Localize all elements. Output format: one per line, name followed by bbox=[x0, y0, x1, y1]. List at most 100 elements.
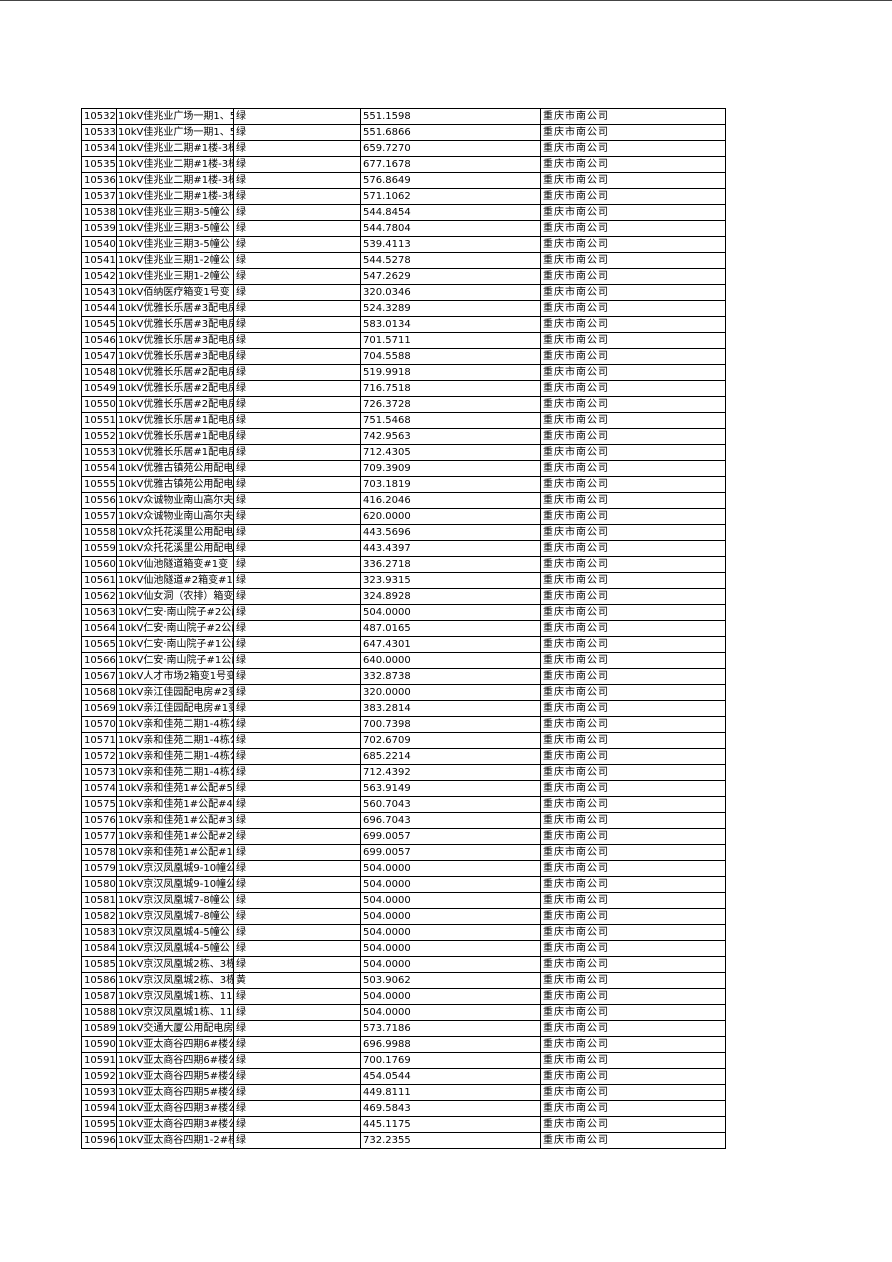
table-row: 10596 10kV亚太商谷四期1-2#楼绿 732.2355 重庆市南公司 bbox=[81, 1132, 726, 1149]
status: 绿 bbox=[233, 236, 361, 253]
device-name: 10kV众诚物业南山高尔夫 bbox=[116, 508, 234, 525]
row-id: 10564 bbox=[81, 620, 117, 637]
device-name: 10kV众托花溪里公用配电 bbox=[116, 540, 234, 557]
value: 699.0057 bbox=[360, 828, 541, 845]
device-name: 10kV亲和佳苑1#公配#5变 bbox=[116, 780, 234, 797]
value: 383.2814 bbox=[360, 700, 541, 717]
value: 640.0000 bbox=[360, 652, 541, 669]
table-row: 10555 10kV优雅古镇苑公用配电绿 703.1819 重庆市南公司 bbox=[81, 476, 726, 493]
status: 绿 bbox=[233, 508, 361, 525]
status: 绿 bbox=[233, 556, 361, 573]
device-name: 10kV佰纳医疗箱变1号变 bbox=[116, 284, 234, 301]
row-id: 10567 bbox=[81, 668, 117, 685]
company: 重庆市南公司 bbox=[540, 828, 726, 845]
table-row: 10556 10kV众诚物业南山高尔夫绿 416.2046 重庆市南公司 bbox=[81, 492, 726, 509]
status: 绿 bbox=[233, 348, 361, 365]
status: 绿 bbox=[233, 764, 361, 781]
status: 绿 bbox=[233, 284, 361, 301]
row-id: 10579 bbox=[81, 860, 117, 877]
company: 重庆市南公司 bbox=[540, 316, 726, 333]
device-name: 10kV亲和佳苑二期1-4栋公 bbox=[116, 748, 234, 765]
status: 绿 bbox=[233, 636, 361, 653]
company: 重庆市南公司 bbox=[540, 1100, 726, 1117]
row-id: 10573 bbox=[81, 764, 117, 781]
status: 绿 bbox=[233, 1036, 361, 1053]
device-name: 10kV佳兆业三期3-5幢公 bbox=[116, 220, 234, 237]
company: 重庆市南公司 bbox=[540, 460, 726, 477]
company: 重庆市南公司 bbox=[540, 476, 726, 493]
device-name: 10kV亲江佳园配电房#1变 bbox=[116, 700, 234, 717]
device-name: 10kV优雅长乐居#3配电房 bbox=[116, 300, 234, 317]
company: 重庆市南公司 bbox=[540, 572, 726, 589]
table-row: 10587 10kV京汉凤凰城1栋、11栋绿 504.0000 重庆市南公司 bbox=[81, 988, 726, 1005]
status: 绿 bbox=[233, 620, 361, 637]
device-name: 10kV京汉凤凰城7-8幢公 bbox=[116, 908, 234, 925]
value: 504.0000 bbox=[360, 924, 541, 941]
company: 重庆市南公司 bbox=[540, 236, 726, 253]
row-id: 10557 bbox=[81, 508, 117, 525]
device-name: 10kV京汉凤凰城9-10幢公 bbox=[116, 860, 234, 877]
table-row: 10581 10kV京汉凤凰城7-8幢公绿 504.0000 重庆市南公司 bbox=[81, 892, 726, 909]
value: 336.2718 bbox=[360, 556, 541, 573]
company: 重庆市南公司 bbox=[540, 1020, 726, 1037]
row-id: 10535 bbox=[81, 156, 117, 173]
table-row: 10584 10kV京汉凤凰城4-5幢公绿 504.0000 重庆市南公司 bbox=[81, 940, 726, 957]
device-name: 10kV京汉凤凰城1栋、11栋 bbox=[116, 1004, 234, 1021]
table-row: 10582 10kV京汉凤凰城7-8幢公绿 504.0000 重庆市南公司 bbox=[81, 908, 726, 925]
company: 重庆市南公司 bbox=[540, 524, 726, 541]
status: 绿 bbox=[233, 940, 361, 957]
status: 绿 bbox=[233, 812, 361, 829]
company: 重庆市南公司 bbox=[540, 860, 726, 877]
device-name: 10kV交通大厦公用配电房 bbox=[116, 1020, 234, 1037]
device-name: 10kV亚太商谷四期6#楼公 bbox=[116, 1052, 234, 1069]
row-id: 10566 bbox=[81, 652, 117, 669]
status: 绿 bbox=[233, 1132, 361, 1149]
value: 544.7804 bbox=[360, 220, 541, 237]
device-name: 10kV众托花溪里公用配电 bbox=[116, 524, 234, 541]
company: 重庆市南公司 bbox=[540, 124, 726, 141]
device-name: 10kV亚太商谷四期6#楼公 bbox=[116, 1036, 234, 1053]
company: 重庆市南公司 bbox=[540, 108, 726, 125]
company: 重庆市南公司 bbox=[540, 604, 726, 621]
device-name: 10kV优雅长乐居#2配电房 bbox=[116, 396, 234, 413]
value: 445.1175 bbox=[360, 1116, 541, 1133]
value: 573.7186 bbox=[360, 1020, 541, 1037]
row-id: 10563 bbox=[81, 604, 117, 621]
status: 绿 bbox=[233, 492, 361, 509]
row-id: 10541 bbox=[81, 252, 117, 269]
row-id: 10538 bbox=[81, 204, 117, 221]
value: 726.3728 bbox=[360, 396, 541, 413]
device-name: 10kV京汉凤凰城4-5幢公 bbox=[116, 924, 234, 941]
table-row: 10534 10kV佳兆业二期#1楼-3栋绿 659.7270 重庆市南公司 bbox=[81, 140, 726, 157]
row-id: 10552 bbox=[81, 428, 117, 445]
value: 504.0000 bbox=[360, 892, 541, 909]
company: 重庆市南公司 bbox=[540, 700, 726, 717]
status: 绿 bbox=[233, 1100, 361, 1117]
row-id: 10590 bbox=[81, 1036, 117, 1053]
company: 重庆市南公司 bbox=[540, 268, 726, 285]
device-name: 10kV亲和佳苑1#公配#4变 bbox=[116, 796, 234, 813]
value: 703.1819 bbox=[360, 476, 541, 493]
value: 560.7043 bbox=[360, 796, 541, 813]
row-id: 10578 bbox=[81, 844, 117, 861]
table-row: 10562 10kV仙女洞（农排）箱变绿 324.8928 重庆市南公司 bbox=[81, 588, 726, 605]
status: 绿 bbox=[233, 220, 361, 237]
status: 绿 bbox=[233, 396, 361, 413]
table-row: 10594 10kV亚太商谷四期3#楼公绿 469.5843 重庆市南公司 bbox=[81, 1100, 726, 1117]
company: 重庆市南公司 bbox=[540, 876, 726, 893]
row-id: 10534 bbox=[81, 140, 117, 157]
company: 重庆市南公司 bbox=[540, 492, 726, 509]
device-name: 10kV亲和佳苑1#公配#2变 bbox=[116, 828, 234, 845]
status: 绿 bbox=[233, 524, 361, 541]
company: 重庆市南公司 bbox=[540, 892, 726, 909]
row-id: 10536 bbox=[81, 172, 117, 189]
table-row: 10558 10kV众托花溪里公用配电绿 443.5696 重庆市南公司 bbox=[81, 524, 726, 541]
status: 绿 bbox=[233, 476, 361, 493]
row-id: 10583 bbox=[81, 924, 117, 941]
device-name: 10kV仁安·南山院子#1公配 bbox=[116, 636, 234, 653]
status: 绿 bbox=[233, 460, 361, 477]
value: 709.3909 bbox=[360, 460, 541, 477]
table-row: 10576 10kV亲和佳苑1#公配#3变绿 696.7043 重庆市南公司 bbox=[81, 812, 726, 829]
status: 绿 bbox=[233, 908, 361, 925]
status: 绿 bbox=[233, 572, 361, 589]
